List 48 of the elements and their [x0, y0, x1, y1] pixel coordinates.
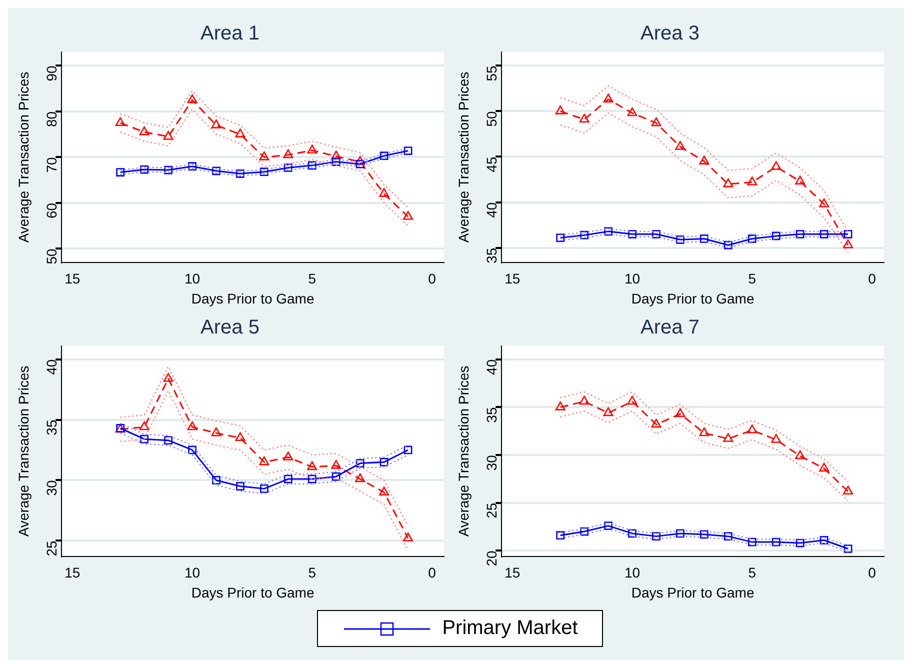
y-axis-title: Average Transaction Prices — [15, 366, 32, 537]
x-tick-label: 0 — [428, 270, 436, 287]
x-tick-label: 0 — [868, 564, 876, 581]
y-tick-label: 60 — [43, 202, 60, 219]
y-tick-label: 25 — [483, 502, 500, 518]
y-tick-label: 30 — [43, 480, 60, 496]
y-tick-label: 35 — [483, 407, 500, 423]
y-tick-label: 35 — [43, 420, 60, 436]
x-axis-title: Days Prior to Game — [631, 290, 754, 306]
y-tick-label: 25 — [43, 540, 60, 556]
chart-title: Area 3 — [640, 22, 700, 45]
y-tick-label: 90 — [43, 66, 60, 82]
x-tick-label: 15 — [64, 564, 80, 581]
y-tick-label: 35 — [483, 248, 500, 264]
legend-label: Primary Market — [442, 617, 578, 640]
x-tick-label: 5 — [748, 270, 756, 287]
y-tick-label: 45 — [483, 156, 500, 172]
y-axis-title: Average Transaction Prices — [455, 366, 472, 537]
chart-title: Area 1 — [200, 22, 260, 45]
x-axis-title: Days Prior to Game — [191, 290, 314, 306]
x-tick-label: 15 — [504, 270, 520, 287]
y-tick-label: 40 — [483, 359, 500, 375]
x-tick-label: 0 — [868, 270, 876, 287]
x-tick-label: 15 — [504, 564, 520, 581]
x-tick-label: 15 — [64, 270, 80, 287]
x-tick-label: 5 — [748, 564, 756, 581]
chart-title: Area 5 — [200, 316, 260, 339]
x-tick-label: 10 — [184, 564, 200, 581]
y-tick-label: 70 — [43, 156, 60, 173]
x-tick-label: 5 — [308, 270, 316, 287]
y-axis-title: Average Transaction Prices — [15, 72, 32, 243]
x-tick-label: 10 — [624, 564, 640, 581]
y-tick-label: 50 — [483, 110, 500, 127]
y-tick-label: 55 — [483, 65, 500, 82]
y-tick-label: 80 — [43, 111, 60, 128]
x-axis-title: Days Prior to Game — [191, 584, 314, 600]
y-axis-title: Average Transaction Prices — [455, 72, 472, 243]
x-tick-label: 5 — [308, 564, 316, 581]
y-tick-label: 20 — [483, 550, 500, 566]
y-tick-label: 40 — [483, 202, 500, 218]
y-tick-label: 40 — [43, 359, 60, 375]
x-tick-label: 10 — [184, 270, 200, 287]
y-tick-label: 30 — [483, 454, 500, 471]
chart-title: Area 7 — [640, 316, 700, 339]
y-tick-label: 50 — [43, 248, 60, 264]
x-tick-label: 0 — [428, 564, 436, 581]
x-axis-title: Days Prior to Game — [631, 584, 754, 600]
x-tick-label: 10 — [624, 270, 640, 287]
